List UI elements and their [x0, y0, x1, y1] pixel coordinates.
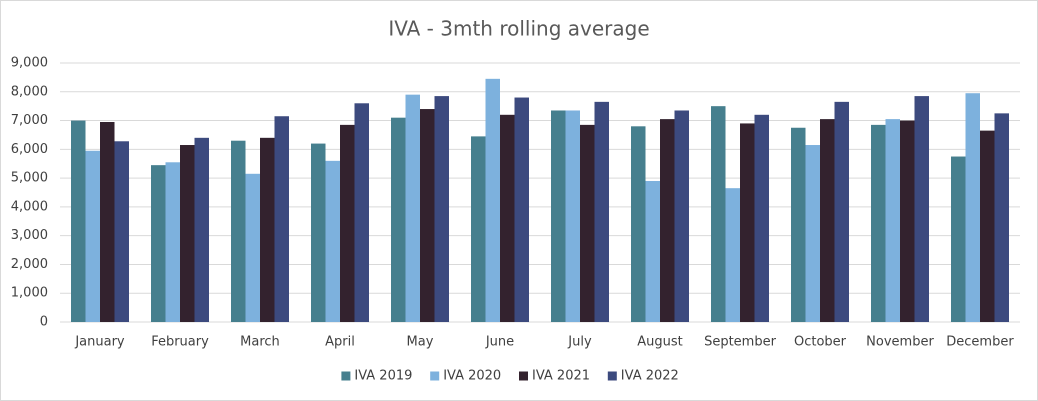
legend-swatch — [430, 371, 440, 381]
legend-swatch — [519, 371, 528, 381]
x-tick-label: July — [567, 335, 592, 350]
bar — [274, 116, 289, 322]
bar — [820, 119, 835, 322]
y-tick-label: 3,000 — [11, 228, 48, 243]
bar — [660, 119, 675, 322]
x-tick-label: October — [794, 335, 847, 350]
bar — [434, 96, 449, 322]
bar — [325, 160, 340, 322]
bar — [100, 121, 115, 322]
bar — [500, 114, 515, 322]
bar — [71, 120, 86, 322]
bar — [514, 97, 529, 323]
bar — [740, 123, 755, 322]
bar — [311, 143, 326, 322]
bar — [900, 120, 915, 322]
bar — [725, 188, 740, 322]
x-tick-label: August — [637, 335, 683, 350]
legend-label: IVA 2020 — [443, 369, 501, 384]
bar — [485, 78, 500, 322]
bar — [85, 150, 100, 322]
bar — [194, 137, 209, 322]
bar — [885, 119, 900, 322]
bar — [631, 126, 646, 322]
legend-swatch — [607, 371, 617, 381]
bar — [471, 136, 486, 322]
legend-swatch — [341, 371, 351, 381]
x-tick-label: November — [866, 335, 934, 350]
x-tick-label: September — [704, 335, 777, 350]
x-tick-label: February — [151, 335, 209, 350]
x-tick-label: June — [485, 335, 514, 350]
y-tick-label: 6,000 — [11, 142, 48, 157]
bar — [180, 145, 195, 322]
bar — [420, 109, 435, 323]
x-tick-label: December — [946, 335, 1014, 350]
y-tick-label: 2,000 — [11, 257, 48, 272]
bar — [165, 162, 180, 322]
chart-title: IVA - 3mth rolling average — [388, 17, 649, 41]
bar — [834, 101, 849, 322]
y-tick-label: 7,000 — [11, 113, 48, 128]
y-tick-label: 5,000 — [11, 171, 48, 186]
bar — [965, 93, 980, 322]
bar — [871, 124, 886, 322]
y-tick-label: 8,000 — [11, 84, 48, 99]
bar — [114, 141, 129, 322]
x-tick-label: January — [74, 335, 125, 350]
x-tick-label: May — [407, 335, 434, 350]
y-tick-label: 0 — [40, 315, 48, 330]
bar — [980, 130, 995, 322]
x-tick-label: April — [325, 335, 355, 350]
bar — [994, 113, 1009, 322]
bar — [791, 127, 806, 322]
bar — [231, 140, 246, 322]
y-tick-label: 4,000 — [11, 199, 48, 214]
bar — [565, 110, 580, 322]
bar — [340, 124, 355, 322]
bar — [951, 156, 966, 322]
legend-label: IVA 2019 — [354, 369, 412, 384]
bar — [405, 94, 420, 323]
bar — [260, 137, 275, 322]
bar — [754, 114, 769, 322]
bar — [805, 145, 820, 322]
bar — [245, 173, 260, 322]
bar — [645, 180, 660, 322]
legend-label: IVA 2021 — [532, 369, 590, 384]
bar — [674, 110, 689, 322]
bar — [151, 165, 166, 322]
bar — [594, 101, 609, 322]
bar — [391, 117, 406, 322]
y-tick-label: 1,000 — [11, 286, 48, 301]
bar — [354, 103, 369, 323]
bar — [551, 110, 566, 322]
y-tick-label: 9,000 — [11, 56, 48, 71]
bar — [914, 96, 929, 322]
x-tick-label: March — [240, 335, 280, 350]
bar — [711, 106, 726, 323]
bar — [580, 124, 595, 322]
legend-label: IVA 2022 — [621, 369, 679, 384]
